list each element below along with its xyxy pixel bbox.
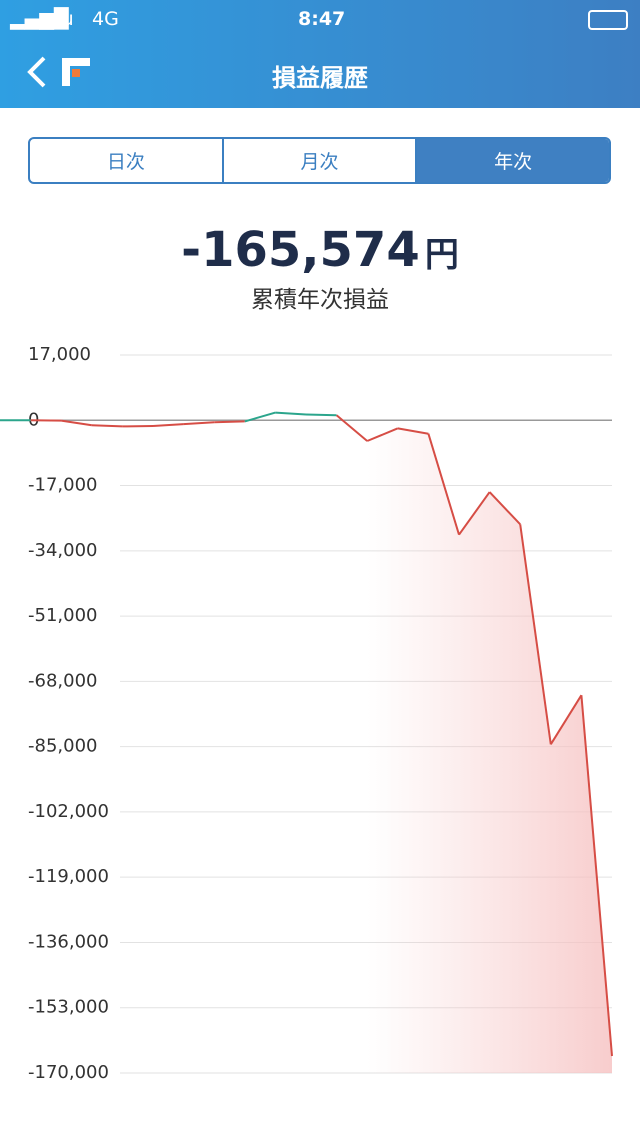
area-fill	[0, 412, 612, 1073]
y-tick-label: -102,000	[28, 801, 109, 822]
carrier: au	[50, 8, 74, 30]
logo	[72, 69, 80, 77]
y-tick-label: -34,000	[28, 540, 97, 561]
line-segment	[488, 491, 521, 526]
y-tick-label: -68,000	[28, 670, 97, 691]
back-button[interactable]	[27, 56, 46, 88]
header-bar: ▂▄▆█ au 4G 8:47 損益履歴	[0, 0, 640, 108]
summary-label: 累積年次損益	[251, 287, 389, 313]
tab[interactable]: 月次	[221, 139, 416, 182]
logo	[62, 58, 70, 86]
line-segment	[91, 424, 123, 428]
line-segment	[427, 433, 460, 535]
signal: ▂▄▆█	[10, 8, 69, 30]
nav-icons	[27, 56, 90, 88]
line-segment	[244, 411, 276, 423]
y-tick-label: 0	[28, 409, 39, 430]
y-tick-label: -153,000	[28, 997, 109, 1018]
total-unit: 円	[424, 235, 459, 275]
line-segment	[397, 427, 429, 435]
y-tick-label: -136,000	[28, 931, 109, 952]
total-value: -165,574	[181, 222, 420, 278]
battery	[588, 10, 628, 30]
line-segment	[214, 420, 245, 424]
tab[interactable]: 日次	[106, 151, 145, 173]
tab[interactable]: 年次	[415, 139, 609, 182]
y-tick-label: -17,000	[28, 475, 97, 496]
line-segment	[580, 695, 613, 1057]
line-segment	[305, 413, 337, 417]
y-tick-label: -119,000	[28, 866, 109, 887]
page-title: 損益履歴	[272, 64, 368, 92]
line-segment	[549, 694, 583, 745]
logo	[70, 58, 90, 66]
line-segment	[335, 414, 368, 442]
y-tick-label: -51,000	[28, 605, 97, 626]
segmented-control: 日次 月次 年次	[28, 137, 611, 184]
line-segment	[366, 427, 399, 442]
line-segment	[458, 491, 491, 536]
network: 4G	[92, 8, 119, 30]
line-segment	[519, 524, 552, 745]
y-tick-label: -85,000	[28, 736, 97, 757]
time: 8:47	[298, 8, 346, 30]
line-segment	[61, 419, 92, 427]
y-tick-label: -170,000	[28, 1062, 109, 1083]
line-segment	[275, 411, 307, 416]
y-tick-label: 17,000	[28, 344, 91, 365]
summary: -165,574 円 累積年次損益	[0, 222, 640, 314]
line-segment	[152, 423, 184, 428]
line-segment	[183, 421, 215, 426]
